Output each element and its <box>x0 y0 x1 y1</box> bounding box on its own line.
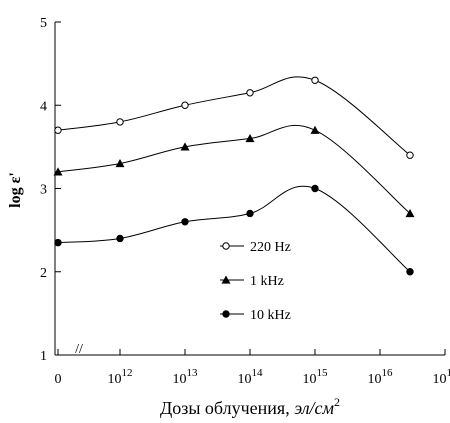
data-point <box>54 238 62 247</box>
x-tick-label: 1017 <box>433 367 450 387</box>
legend-marker <box>222 242 230 250</box>
data-point <box>181 218 189 226</box>
x-tick-label: 1016 <box>368 367 394 387</box>
x-tick-label: 1015 <box>303 367 329 387</box>
x-tick-label: 1014 <box>238 367 264 387</box>
axes: 1 2 3 4 5 0 1012 1013 1014 1015 1016 1017 // <box>40 16 450 387</box>
data-point <box>311 184 319 193</box>
data-point <box>115 159 125 168</box>
data-point <box>54 126 62 134</box>
series-1 <box>53 124 415 218</box>
data-point <box>53 167 63 176</box>
series-line <box>57 185 411 273</box>
legend-item: 1 kHz <box>220 274 284 289</box>
x-tick-label: 1013 <box>173 367 199 387</box>
legend-marker <box>222 310 230 318</box>
legend-item: 10 kHz <box>220 308 291 323</box>
data-point <box>116 234 124 243</box>
y-tick-label: 1 <box>40 349 47 364</box>
data-point <box>245 134 255 143</box>
x-tick-label: 1012 <box>108 367 133 387</box>
data-point <box>311 76 319 84</box>
y-tick-label: 5 <box>40 16 47 31</box>
data-point <box>181 101 189 109</box>
series-2 <box>54 184 414 276</box>
axis-break-mark: // <box>75 342 83 357</box>
legend-marker <box>221 275 231 284</box>
data-point <box>310 125 320 134</box>
data-point <box>246 209 254 218</box>
data-point <box>406 151 414 159</box>
legend-item: 220 Hz <box>220 240 291 255</box>
series-line <box>57 76 411 156</box>
series-0 <box>54 76 414 159</box>
data-point <box>180 142 190 151</box>
series-layer <box>53 76 415 276</box>
y-axis-title: log ε' <box>7 172 24 208</box>
legend: 220 Hz 1 kHz 10 kHz <box>220 240 291 323</box>
data-point <box>405 208 415 218</box>
x-tick-label: 0 <box>55 372 62 387</box>
y-tick-label: 2 <box>40 266 47 281</box>
legend-label: 10 kHz <box>250 308 291 323</box>
x-axis-title: Дозы облучения, эл/см2 <box>160 395 340 418</box>
legend-label: 220 Hz <box>250 240 291 255</box>
series-line <box>57 124 411 214</box>
axis-labels: log ε' Дозы облучения, эл/см2 <box>7 172 340 418</box>
data-point <box>246 89 254 97</box>
data-point <box>406 268 414 276</box>
data-point <box>116 118 124 126</box>
legend-label: 1 kHz <box>250 274 284 289</box>
y-tick-label: 3 <box>40 183 47 198</box>
y-tick-label: 4 <box>40 99 47 114</box>
